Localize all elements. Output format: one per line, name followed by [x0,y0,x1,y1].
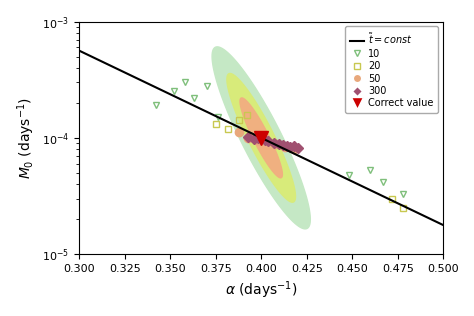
X-axis label: $\alpha$ (days$^{-1}$): $\alpha$ (days$^{-1}$) [225,279,298,301]
Polygon shape [212,47,310,229]
Y-axis label: $M_0$ (days$^{-1}$): $M_0$ (days$^{-1}$) [15,97,36,179]
Polygon shape [227,74,295,202]
Legend: $\tilde{t} = const$, 10, 20, 50, 300, Correct value: $\tilde{t} = const$, 10, 20, 50, 300, Co… [345,27,438,113]
Polygon shape [240,98,283,178]
